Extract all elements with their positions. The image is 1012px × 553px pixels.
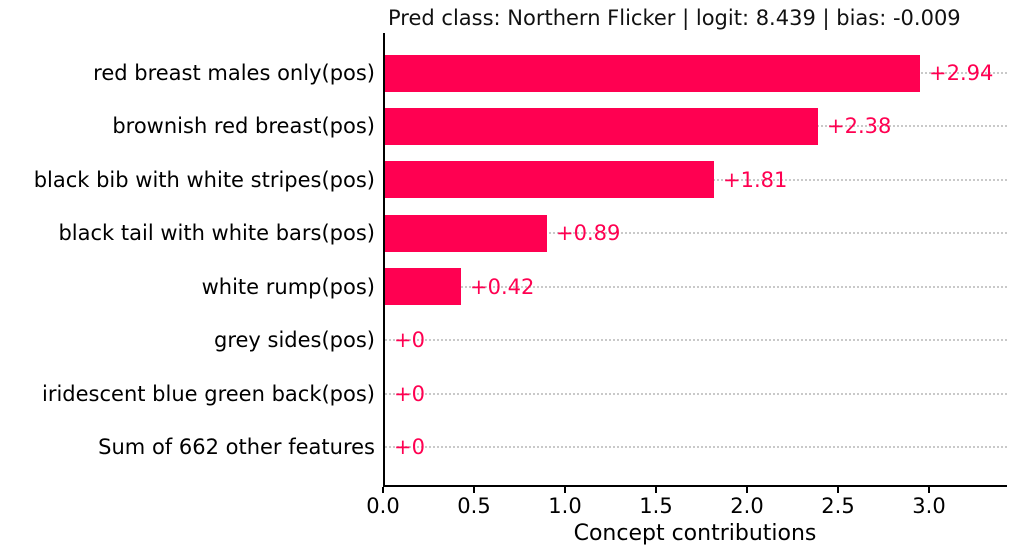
x-tick-label-6: 3.0 bbox=[912, 494, 946, 518]
x-tick-label-5: 2.5 bbox=[821, 494, 855, 518]
gridline bbox=[385, 339, 1007, 342]
gridline bbox=[385, 232, 1007, 235]
value-label-0: +2.94 bbox=[929, 61, 994, 85]
bar-2 bbox=[385, 161, 714, 198]
plot-area: +2.94 +2.38 +1.81 +0.89 +0.42 +0 +0 +0 bbox=[383, 33, 1007, 487]
gridline bbox=[385, 392, 1007, 395]
category-label-7: Sum of 662 other features bbox=[98, 435, 375, 459]
value-label-7: +0 bbox=[394, 435, 425, 459]
x-tick-mark-6 bbox=[928, 487, 930, 493]
x-tick-mark-4 bbox=[746, 487, 748, 493]
category-label-0: red breast males only(pos) bbox=[93, 61, 375, 85]
x-tick-label-2: 1.0 bbox=[548, 494, 582, 518]
value-label-5: +0 bbox=[394, 328, 425, 352]
category-label-4: white rump(pos) bbox=[201, 275, 375, 299]
gridline bbox=[385, 285, 1007, 288]
category-label-2: black bib with white stripes(pos) bbox=[33, 168, 375, 192]
x-tick-label-3: 1.5 bbox=[639, 494, 673, 518]
x-tick-label-4: 2.0 bbox=[730, 494, 764, 518]
value-label-4: +0.42 bbox=[470, 275, 535, 299]
gridline bbox=[385, 445, 1007, 448]
category-label-5: grey sides(pos) bbox=[214, 328, 375, 352]
chart-title: Pred class: Northern Flicker | logit: 8.… bbox=[388, 6, 961, 30]
bar-1 bbox=[385, 108, 818, 145]
x-tick-mark-5 bbox=[837, 487, 839, 493]
x-tick-mark-1 bbox=[473, 487, 475, 493]
bar-4 bbox=[385, 268, 461, 305]
value-label-3: +0.89 bbox=[556, 221, 621, 245]
category-label-1: brownish red breast(pos) bbox=[112, 114, 375, 138]
value-label-1: +2.38 bbox=[827, 114, 892, 138]
x-tick-mark-2 bbox=[564, 487, 566, 493]
value-label-2: +1.81 bbox=[723, 168, 788, 192]
bar-0 bbox=[385, 55, 920, 92]
x-tick-mark-3 bbox=[655, 487, 657, 493]
x-tick-label-0: 0.0 bbox=[366, 494, 400, 518]
category-label-3: black tail with white bars(pos) bbox=[58, 221, 375, 245]
x-tick-label-1: 0.5 bbox=[457, 494, 491, 518]
category-label-6: iridescent blue green back(pos) bbox=[42, 382, 375, 406]
x-axis-label: Concept contributions bbox=[573, 521, 817, 546]
x-tick-mark-0 bbox=[382, 487, 384, 493]
value-label-6: +0 bbox=[394, 382, 425, 406]
bar-3 bbox=[385, 215, 547, 252]
